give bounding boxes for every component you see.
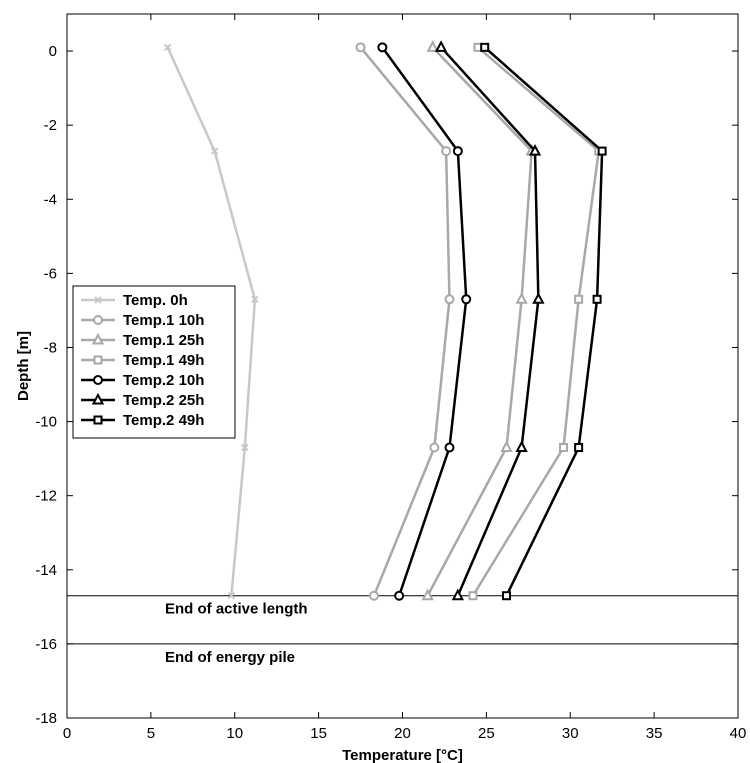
- data-point-temp-2-49h: [574, 443, 584, 453]
- data-point-temp-1-10h: [441, 146, 452, 157]
- data-point-temp-2-25h: [451, 588, 465, 601]
- legend-label: Temp.1 49h: [123, 352, 204, 369]
- legend-swatch-marker: [93, 355, 103, 365]
- x-tick-label: 0: [63, 725, 71, 742]
- data-point-temp-1-49h: [468, 591, 478, 601]
- y-tick-label: -4: [44, 191, 57, 208]
- annotations: End of active length End of energy pile: [165, 601, 308, 666]
- x-tick-label: 5: [147, 725, 155, 742]
- legend-label: Temp.2 25h: [123, 392, 204, 409]
- data-point-temp-1-25h: [515, 292, 528, 304]
- x-tick-label: 10: [226, 725, 243, 742]
- y-tick-label: -2: [44, 117, 57, 134]
- data-point-temp-0h: [241, 443, 249, 452]
- data-point-temp-1-25h: [500, 440, 513, 453]
- data-point-temp-0h: [163, 43, 172, 52]
- series-temp-2-25h: [434, 40, 545, 601]
- data-point-temp-2-10h: [444, 442, 455, 453]
- legend-swatch-marker: [91, 332, 105, 345]
- data-point-temp-2-25h: [515, 440, 528, 453]
- legend-entry-temp-1-25h: Temp.1 25h: [81, 332, 204, 349]
- data-point-temp-1-49h: [559, 443, 569, 453]
- legend-label: Temp.2 10h: [123, 372, 204, 389]
- data-point-temp-2-25h: [434, 40, 448, 52]
- data-point-temp-1-10h: [368, 590, 379, 601]
- series-temp-2-10h: [377, 42, 472, 601]
- legend-label: Temp.1 25h: [123, 332, 204, 349]
- legend-entry-temp-1-10h: Temp.1 10h: [81, 312, 204, 329]
- data-point-temp-2-49h: [592, 294, 602, 304]
- legend-entry-temp-1-49h: Temp.1 49h: [81, 352, 204, 369]
- x-tick-label: 15: [310, 725, 327, 742]
- data-point-temp-1-10h: [355, 42, 366, 53]
- legend-entry-temp-2-25h: Temp.2 25h: [81, 392, 204, 409]
- data-point-temp-2-25h: [532, 292, 545, 304]
- y-tick-label: 0: [49, 43, 57, 60]
- legend-swatch-marker: [93, 375, 103, 385]
- x-tick-label: 40: [730, 725, 747, 742]
- annotation-end-of-energy-pile: End of energy pile: [165, 649, 295, 666]
- data-point-temp-2-10h: [394, 590, 405, 601]
- y-tick-label: -18: [35, 710, 57, 727]
- x-tick-label: 20: [394, 725, 411, 742]
- data-point-temp-2-49h: [502, 591, 512, 601]
- series-layer: [163, 40, 607, 601]
- x-tick-label: 30: [562, 725, 579, 742]
- y-axis-label: Depth [m]: [15, 331, 32, 401]
- x-tick-label: 35: [646, 725, 663, 742]
- y-tick-label: -12: [35, 488, 57, 505]
- y-tick-label: -14: [35, 562, 57, 579]
- data-point-temp-0h: [227, 592, 236, 600]
- data-point-temp-2-49h: [480, 42, 490, 52]
- legend-entry-temp-2-10h: Temp.2 10h: [81, 372, 204, 389]
- data-point-temp-2-10h: [452, 146, 463, 157]
- x-axis-label: Temperature [°C]: [342, 747, 463, 763]
- series-temp-0h: [163, 43, 259, 600]
- legend-swatch-marker: [91, 392, 105, 405]
- legend-swatch-marker: [93, 315, 103, 325]
- data-point-temp-2-49h: [597, 146, 607, 156]
- legend-label: Temp. 0h: [123, 292, 188, 309]
- legend-label: Temp.2 49h: [123, 412, 204, 429]
- data-point-temp-1-25h: [421, 588, 434, 601]
- legend: Temp. 0h Temp.1 10h Temp.1 25h Temp.1 49h Te…: [72, 285, 236, 439]
- data-point-temp-1-10h: [429, 442, 440, 453]
- data-point-temp-2-10h: [377, 42, 388, 53]
- data-point-temp-1-25h: [426, 40, 439, 52]
- y-axis: 0 -2 -4 -6 -8 -10 -12 -14 -16 -18: [35, 43, 738, 727]
- series-temp-1-10h: [355, 42, 455, 601]
- y-tick-label: -6: [44, 265, 57, 282]
- legend-label: Temp.1 10h: [123, 312, 204, 329]
- annotation-end-of-active-length: End of active length: [165, 601, 308, 618]
- data-point-temp-0h: [251, 295, 259, 304]
- legend-swatch-marker: [94, 296, 102, 304]
- legend-entry-temp-2-49h: Temp.2 49h: [81, 412, 204, 429]
- y-tick-label: -10: [35, 414, 57, 431]
- data-point-temp-2-10h: [461, 294, 472, 305]
- data-point-temp-1-49h: [574, 294, 584, 304]
- series-temp-2-49h: [480, 42, 607, 601]
- legend-entry-temp-0h: Temp. 0h: [81, 292, 188, 309]
- legend-swatch-marker: [93, 415, 103, 425]
- x-tick-label: 25: [478, 725, 495, 742]
- x-axis: 0 5 10 15 20 25 30 35 40: [63, 14, 747, 742]
- data-point-temp-2-25h: [528, 143, 542, 156]
- data-point-temp-0h: [210, 147, 219, 155]
- y-tick-label: -8: [44, 339, 57, 356]
- data-point-temp-1-10h: [444, 294, 455, 305]
- y-tick-label: -16: [35, 636, 57, 653]
